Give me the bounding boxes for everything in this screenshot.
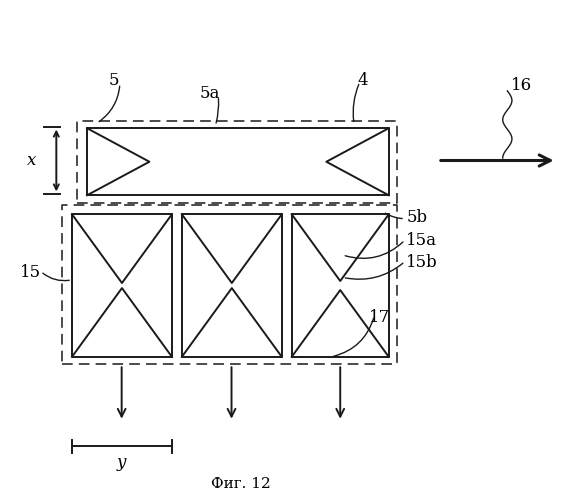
Text: 5: 5 xyxy=(109,72,119,90)
Text: y: y xyxy=(117,454,126,471)
Text: 4: 4 xyxy=(357,72,368,90)
Text: 15: 15 xyxy=(20,264,41,281)
Text: 5a: 5a xyxy=(199,85,220,102)
Text: x: x xyxy=(27,152,36,169)
Text: 17: 17 xyxy=(368,308,390,326)
Text: 15a: 15a xyxy=(406,232,437,248)
Text: 5b: 5b xyxy=(406,209,427,226)
Text: Фиг. 12: Фиг. 12 xyxy=(211,476,271,490)
Text: 16: 16 xyxy=(511,78,532,94)
Text: 15b: 15b xyxy=(406,254,438,271)
